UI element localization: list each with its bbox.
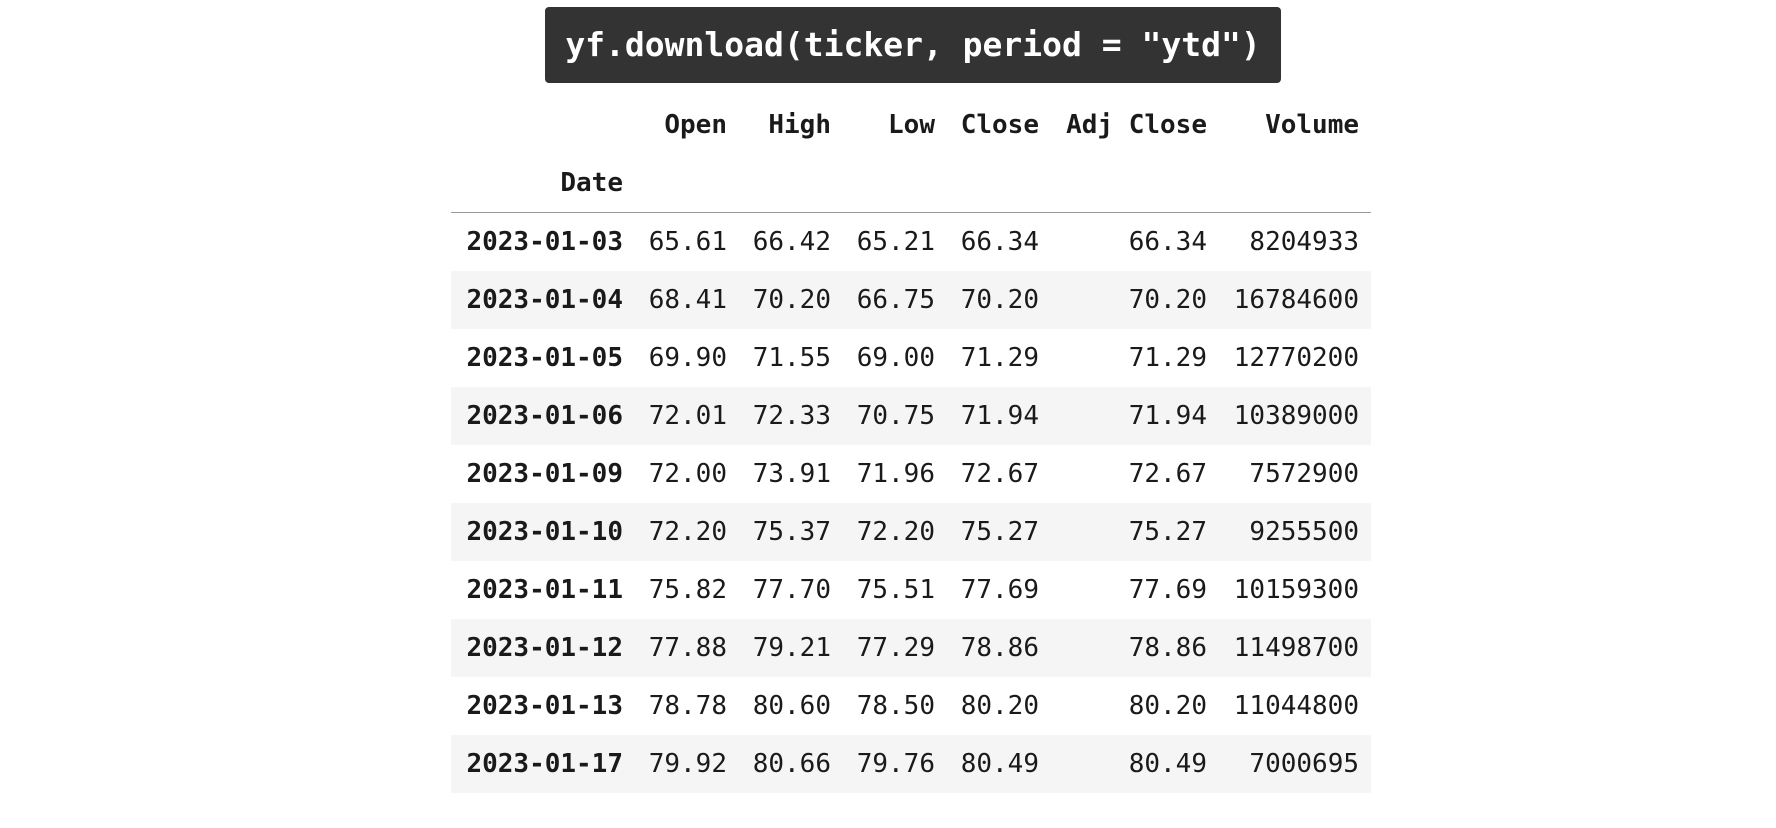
cell-close: 71.94: [960, 401, 1039, 431]
cell-high: 79.21: [752, 633, 831, 663]
cell-low: 79.76: [856, 749, 935, 779]
cell-volume: 7000695: [1249, 749, 1359, 779]
cell-low: 78.50: [856, 691, 935, 721]
cell-low: 65.21: [856, 227, 935, 257]
cell-high: 70.20: [752, 285, 831, 315]
index-row-blank: [843, 154, 947, 213]
cell-adj-close: 71.29: [1128, 343, 1207, 373]
cell-open: 68.41: [648, 285, 727, 315]
cell-open: 77.88: [648, 633, 727, 663]
cell-low: 71.96: [856, 459, 935, 489]
cell-close: 66.34: [960, 227, 1039, 257]
cell-open: 72.01: [648, 401, 727, 431]
column-header-adj-close: Adj Close: [1066, 110, 1207, 140]
row-index-date: 2023-01-04: [466, 285, 623, 315]
index-row-blank: [1219, 154, 1371, 213]
cell-high: 66.42: [752, 227, 831, 257]
index-row-blank: [947, 154, 1051, 213]
index-row-blank: [739, 154, 843, 213]
cell-low: 70.75: [856, 401, 935, 431]
cell-low: 69.00: [856, 343, 935, 373]
cell-volume: 8204933: [1249, 227, 1359, 257]
row-index-date: 2023-01-09: [466, 459, 623, 489]
cell-high: 80.66: [752, 749, 831, 779]
cell-adj-close: 80.49: [1128, 749, 1207, 779]
cell-open: 79.92: [648, 749, 727, 779]
column-header-close: Close: [960, 110, 1039, 140]
cell-high: 80.60: [752, 691, 831, 721]
cell-volume: 7572900: [1249, 459, 1359, 489]
row-index-date: 2023-01-06: [466, 401, 623, 431]
index-row-blank: [1051, 154, 1219, 213]
column-header-volume: Volume: [1265, 110, 1359, 140]
cell-adj-close: 77.69: [1128, 575, 1207, 605]
cell-adj-close: 80.20: [1128, 691, 1207, 721]
cell-close: 75.27: [960, 517, 1039, 547]
cell-low: 72.20: [856, 517, 935, 547]
cell-volume: 11498700: [1233, 633, 1359, 663]
row-index-date: 2023-01-13: [466, 691, 623, 721]
row-index-date: 2023-01-05: [466, 343, 623, 373]
cell-open: 72.20: [648, 517, 727, 547]
code-banner: yf.download(ticker, period = "ytd"): [545, 7, 1281, 83]
row-index-date: 2023-01-12: [466, 633, 623, 663]
cell-open: 78.78: [648, 691, 727, 721]
cell-low: 77.29: [856, 633, 935, 663]
cell-close: 72.67: [960, 459, 1039, 489]
table-body: 2023-01-03 65.61 66.42 65.21 66.34 66.34 82049…: [451, 213, 1371, 793]
cell-close: 80.20: [960, 691, 1039, 721]
cell-volume: 9255500: [1249, 517, 1359, 547]
column-header-open: Open: [664, 110, 727, 140]
column-header-row: Open High Low Close Adj Close Volume: [451, 96, 1371, 154]
cell-close: 71.29: [960, 343, 1039, 373]
cell-adj-close: 70.20: [1128, 285, 1207, 315]
cell-adj-close: 75.27: [1128, 517, 1207, 547]
cell-close: 80.49: [960, 749, 1039, 779]
dataframe-table: Open High Low Close Adj Close Volume Dat…: [451, 96, 1371, 793]
table-row: 2023-01-12 77.88 79.21 77.29 78.86 78.86 11498…: [451, 619, 1371, 677]
cell-volume: 10389000: [1233, 401, 1359, 431]
column-header-low: Low: [888, 110, 935, 140]
table-row: 2023-01-13 78.78 80.60 78.50 80.20 80.20 11044…: [451, 677, 1371, 735]
cell-close: 77.69: [960, 575, 1039, 605]
cell-high: 75.37: [752, 517, 831, 547]
cell-open: 65.61: [648, 227, 727, 257]
table-row: 2023-01-03 65.61 66.42 65.21 66.34 66.34 82049…: [451, 213, 1371, 272]
cell-volume: 10159300: [1233, 575, 1359, 605]
header-blank: [451, 96, 635, 154]
cell-high: 73.91: [752, 459, 831, 489]
cell-close: 70.20: [960, 285, 1039, 315]
cell-volume: 16784600: [1233, 285, 1359, 315]
cell-adj-close: 78.86: [1128, 633, 1207, 663]
index-name-date: Date: [451, 154, 635, 213]
table-row: 2023-01-04 68.41 70.20 66.75 70.20 70.20 16784…: [451, 271, 1371, 329]
table-row: 2023-01-06 72.01 72.33 70.75 71.94 71.94 10389…: [451, 387, 1371, 445]
cell-open: 75.82: [648, 575, 727, 605]
cell-high: 72.33: [752, 401, 831, 431]
table-row: 2023-01-05 69.90 71.55 69.00 71.29 71.29 12770…: [451, 329, 1371, 387]
table-row: 2023-01-09 72.00 73.91 71.96 72.67 72.67 75729…: [451, 445, 1371, 503]
cell-adj-close: 71.94: [1128, 401, 1207, 431]
cell-low: 66.75: [856, 285, 935, 315]
index-name-row: Date: [451, 154, 1371, 213]
table-row: 2023-01-17 79.92 80.66 79.76 80.49 80.49 70006…: [451, 735, 1371, 793]
row-index-date: 2023-01-10: [466, 517, 623, 547]
cell-volume: 11044800: [1233, 691, 1359, 721]
cell-volume: 12770200: [1233, 343, 1359, 373]
row-index-date: 2023-01-03: [466, 227, 623, 257]
cell-open: 72.00: [648, 459, 727, 489]
index-row-blank: [635, 154, 739, 213]
cell-low: 75.51: [856, 575, 935, 605]
cell-open: 69.90: [648, 343, 727, 373]
cell-adj-close: 72.67: [1128, 459, 1207, 489]
cell-high: 77.70: [752, 575, 831, 605]
table-row: 2023-01-11 75.82 77.70 75.51 77.69 77.69 10159…: [451, 561, 1371, 619]
cell-adj-close: 66.34: [1128, 227, 1207, 257]
column-header-high: High: [768, 110, 831, 140]
cell-high: 71.55: [752, 343, 831, 373]
cell-close: 78.86: [960, 633, 1039, 663]
table-row: 2023-01-10 72.20 75.37 72.20 75.27 75.27 92555…: [451, 503, 1371, 561]
row-index-date: 2023-01-11: [466, 575, 623, 605]
row-index-date: 2023-01-17: [466, 749, 623, 779]
